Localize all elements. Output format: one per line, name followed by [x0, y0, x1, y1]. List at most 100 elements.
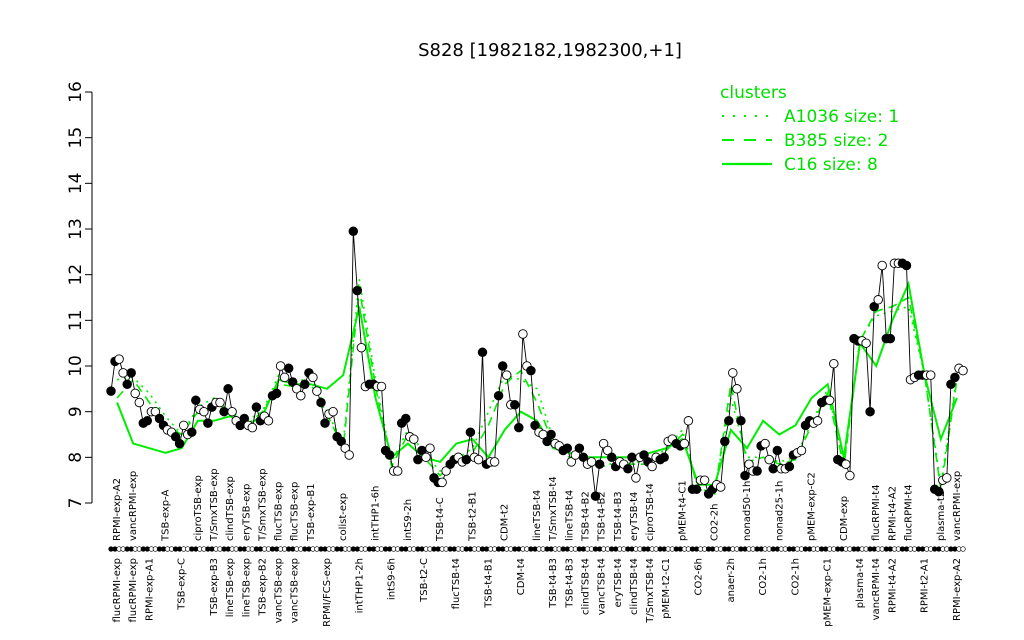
data-point [598, 438, 609, 449]
x-label-top: T/SmxTSB-t4 [548, 476, 559, 542]
x-label-bottom: flucRPMI-exp [128, 558, 139, 623]
data-point [925, 370, 936, 380]
data-point [239, 413, 250, 424]
data-point [263, 416, 274, 426]
data-point [514, 422, 524, 433]
data-point [518, 329, 528, 339]
data-point [461, 454, 472, 465]
data-point [437, 477, 447, 488]
data-point [199, 406, 209, 417]
x-label-top: nonad50-1h [742, 481, 753, 541]
x-label-top: TSB-exp-B1 [306, 483, 317, 542]
x-label-top: TSB-t4-C [435, 497, 446, 542]
x-label-top: eryTSB-exp [241, 484, 252, 541]
x-label-top: TSB-t4-B2 [580, 491, 591, 542]
x-label-bottom: lineTSB-exp [241, 558, 252, 617]
data-point [392, 466, 403, 476]
x-label-top: vancRPMI-exp [128, 471, 139, 541]
y-tick-label: 16 [66, 81, 86, 103]
data-point [501, 370, 512, 380]
data-point [885, 333, 896, 344]
x-label-top: colist-exp [338, 493, 349, 541]
data-point [348, 226, 359, 237]
x-label-bottom: TSB-t4-B3 [564, 558, 575, 609]
data-point [413, 454, 423, 465]
x-label-top: nonad25-1h [774, 481, 785, 541]
x-label-top: vancRPMI-exp [952, 471, 963, 541]
data-point [784, 461, 795, 472]
data-point [122, 379, 132, 390]
data-point [594, 459, 605, 469]
x-label-top: CDM-t2 [500, 504, 511, 541]
data-points [106, 226, 968, 501]
data-point [526, 365, 536, 376]
data-point [356, 342, 367, 353]
data-point [316, 397, 326, 408]
x-label-top: flucRPMI-t4 [903, 484, 914, 541]
data-point [623, 464, 633, 474]
x-label-bottom: pMEM-exp-C1 [823, 558, 834, 627]
data-point [130, 388, 140, 399]
data-point [227, 406, 237, 417]
data-point [154, 413, 165, 424]
x-label-bottom: RPMI-exp-A2 [952, 558, 963, 621]
x-label-top: TSB-t2-B1 [467, 491, 478, 542]
data-point [566, 457, 577, 467]
data-point [215, 397, 225, 408]
x-label-bottom: TSB-exp-B3 [209, 558, 220, 617]
x-label-bottom: RPMI/FCS-exp [322, 558, 333, 627]
data-point [312, 386, 322, 396]
data-point [497, 361, 508, 371]
data-point [950, 372, 960, 383]
x-label-top: flucTSB-exp [274, 482, 285, 541]
x-label-bottom: vancTSB-exp [274, 558, 285, 623]
data-point [740, 470, 750, 481]
data-point [958, 365, 968, 376]
x-label-top: ciproTSB-t4 [645, 483, 656, 541]
data-point [845, 470, 855, 481]
data-point [384, 450, 395, 460]
data-point [178, 420, 189, 431]
data-point [118, 368, 128, 378]
y-tick-label: 12 [66, 264, 86, 286]
data-point [441, 466, 451, 476]
x-label-bottom: vancTSB-t4 [597, 558, 608, 615]
data-point [934, 486, 944, 497]
x-label-bottom: flucTSB-t4 [451, 558, 462, 609]
rug-marks [108, 546, 966, 552]
data-point [760, 438, 770, 449]
data-point [574, 443, 585, 453]
data-point [320, 418, 330, 428]
x-label-bottom: intTHP1-2h [354, 558, 365, 613]
data-point [510, 400, 520, 410]
data-point [627, 452, 637, 463]
x-label-bottom: vancRPMI-t4 [871, 558, 882, 620]
data-point [283, 363, 294, 374]
legend-entry-label: B385 size: 2 [784, 131, 888, 151]
rug-mark [960, 546, 966, 552]
y-axis: 7 8 9 10 11 12 13 14 15 16 [66, 81, 93, 508]
x-label-top: RPMI-t4-A2 [887, 486, 898, 541]
data-point [728, 368, 738, 378]
y-tick-label: 10 [66, 355, 86, 377]
x-label-top: CO2-2h [710, 503, 721, 541]
data-point [865, 406, 875, 417]
y-tick-label: 8 [66, 452, 86, 463]
legend-title: clusters [720, 83, 787, 103]
x-label-bottom: RPMI-exp-A1 [144, 558, 155, 621]
data-point [247, 422, 258, 433]
data-point [772, 445, 783, 456]
x-label-bottom: T/SmxTSB-t4 [645, 558, 656, 624]
data-point [142, 416, 153, 426]
data-point [106, 386, 116, 396]
x-label-bottom: clindTSB-t4 [629, 558, 640, 615]
data-point [942, 473, 952, 483]
y-tick-label: 9 [66, 406, 86, 417]
y-tick-label: 14 [66, 173, 86, 195]
data-point [401, 413, 411, 424]
x-label-bottom: CDM-t4 [516, 558, 527, 595]
x-label-top: ciproTSB-exp [193, 475, 204, 541]
data-point [812, 416, 823, 426]
data-point [659, 452, 669, 463]
